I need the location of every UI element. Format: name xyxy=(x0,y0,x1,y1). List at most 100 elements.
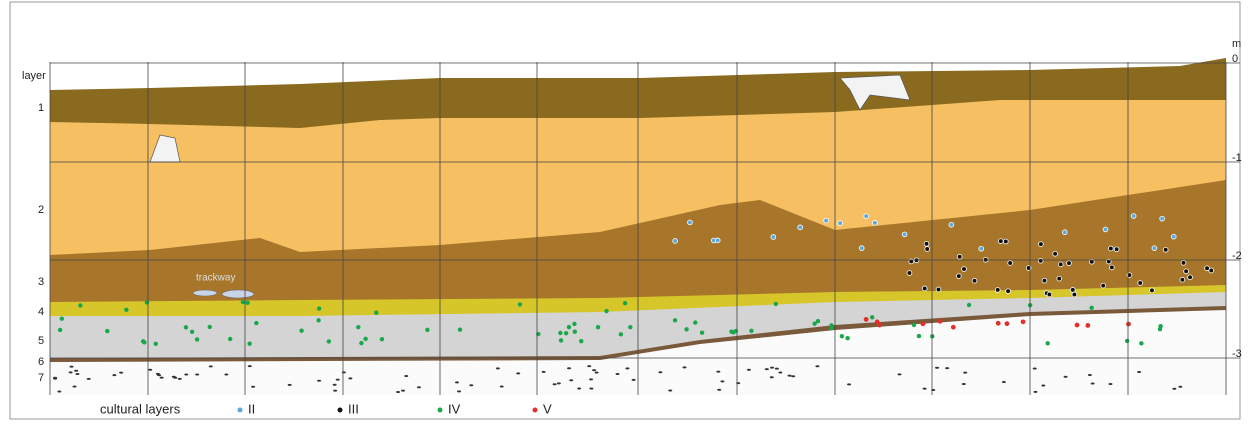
find-iv xyxy=(1089,306,1093,310)
sediment-dot xyxy=(70,366,74,368)
find-ii xyxy=(838,221,843,226)
find-iv xyxy=(628,325,632,329)
sediment-dot xyxy=(788,375,792,377)
find-iv xyxy=(317,306,321,310)
legend-title: cultural layers xyxy=(100,401,181,416)
find-iv xyxy=(356,325,360,329)
find-ii xyxy=(1160,216,1165,221)
sediment-dot xyxy=(778,371,782,373)
find-iii xyxy=(924,241,929,246)
find-iv xyxy=(573,329,577,333)
sediment-dot xyxy=(496,367,500,369)
sediment-dot xyxy=(770,367,774,369)
sediment-dot xyxy=(348,377,352,379)
trackway-mark xyxy=(222,290,254,298)
find-iv xyxy=(184,325,188,329)
legend-label: II xyxy=(248,401,255,416)
sediment-dot xyxy=(1091,382,1095,384)
find-iv xyxy=(558,331,562,335)
layer-label: 4 xyxy=(38,306,44,318)
find-iii xyxy=(1138,281,1143,286)
stratigraphic-section: layer 1234567 m 0-1-2-3 trackway cultura… xyxy=(0,0,1252,421)
find-iii xyxy=(1184,269,1189,274)
find-ii xyxy=(688,220,693,225)
sediment-dot xyxy=(1108,383,1112,385)
sediment-dot xyxy=(1041,385,1045,387)
find-iv xyxy=(228,337,232,341)
sediment-dot xyxy=(75,373,79,375)
find-v xyxy=(875,320,880,325)
sediment-dot xyxy=(1178,386,1182,388)
find-iii xyxy=(936,287,941,292)
sediment-dot xyxy=(945,367,949,369)
sediment-dot xyxy=(112,374,116,376)
find-iii xyxy=(1101,283,1106,288)
legend-label: IV xyxy=(448,401,461,416)
sediment-dot xyxy=(775,368,779,370)
find-iv xyxy=(208,325,212,329)
find-iv xyxy=(579,339,583,343)
sediment-dot xyxy=(962,383,966,385)
sediment-dot xyxy=(720,380,724,382)
sediment-dot xyxy=(342,371,346,373)
find-iv xyxy=(845,336,849,340)
find-v xyxy=(921,321,926,326)
sediment-dot xyxy=(747,369,751,371)
sediment-dot xyxy=(683,366,687,368)
sediment-dot xyxy=(592,369,596,371)
find-iv xyxy=(567,325,571,329)
find-iv xyxy=(917,334,921,338)
legend-dot xyxy=(438,408,443,413)
find-iv xyxy=(458,328,462,332)
sediment-dot xyxy=(157,374,161,376)
find-v xyxy=(864,317,869,322)
find-iii xyxy=(956,274,961,279)
find-iv xyxy=(254,321,258,325)
find-ii xyxy=(864,214,869,219)
sediment-dot xyxy=(923,388,927,390)
find-iv xyxy=(684,327,688,331)
find-ii xyxy=(1103,227,1108,232)
sediment-dot xyxy=(770,376,774,378)
find-v xyxy=(1085,323,1090,328)
legend-label: V xyxy=(543,401,552,416)
find-iv xyxy=(749,329,753,333)
find-iii xyxy=(1057,276,1062,281)
find-iii xyxy=(1109,265,1114,270)
sediment-dot xyxy=(716,371,720,373)
legend-dot xyxy=(338,408,343,413)
find-iii xyxy=(1180,277,1185,282)
find-iv xyxy=(1158,327,1162,331)
sediment-dot xyxy=(69,371,73,373)
sediment-dot xyxy=(632,379,636,381)
sediment-dot xyxy=(72,385,76,387)
find-ii xyxy=(872,220,877,225)
find-ii xyxy=(798,225,803,230)
find-iii xyxy=(1067,261,1072,266)
find-iii xyxy=(907,271,912,276)
find-iii xyxy=(1008,261,1013,266)
find-iv xyxy=(604,309,608,313)
find-iv xyxy=(912,323,916,327)
find-iii xyxy=(1163,247,1168,252)
layer-label: 5 xyxy=(38,335,44,347)
find-iv xyxy=(363,337,367,341)
sediment-dot xyxy=(815,365,819,367)
sediment-dot xyxy=(248,365,252,367)
find-iv xyxy=(559,338,563,342)
sediment-dot xyxy=(963,372,967,374)
sediment-dot xyxy=(455,381,459,383)
sediment-dot xyxy=(1033,367,1037,369)
find-iii xyxy=(1003,239,1008,244)
sediment-dot xyxy=(577,387,581,389)
sediment-dot xyxy=(53,377,57,379)
sediment-dot xyxy=(791,375,795,377)
sediment-dot xyxy=(178,378,182,380)
sediment-dot xyxy=(333,390,337,392)
find-iv xyxy=(190,330,194,334)
find-iii xyxy=(1006,289,1011,294)
find-iii xyxy=(1188,275,1193,280)
find-iii xyxy=(1150,288,1155,293)
find-iv xyxy=(1139,341,1143,345)
sediment-dot xyxy=(658,371,662,373)
